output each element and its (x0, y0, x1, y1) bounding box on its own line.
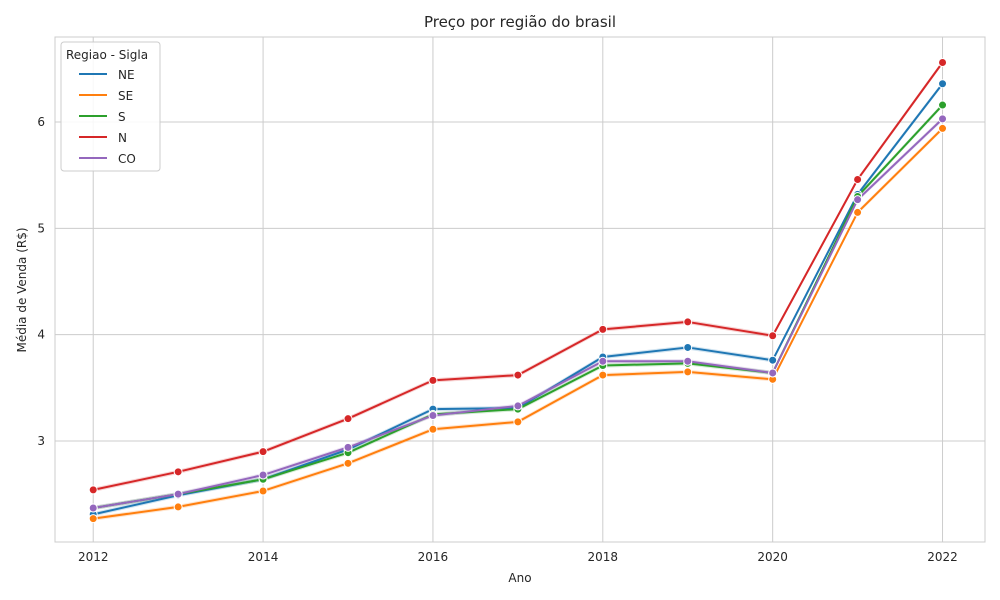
marker-co (428, 410, 438, 420)
marker-se (853, 207, 863, 217)
y-axis-label: Média de Venda (R$) (15, 227, 29, 352)
x-tick-label: 2016 (418, 550, 449, 564)
marker-n (598, 324, 608, 334)
marker-n (853, 174, 863, 184)
marker-co (88, 503, 98, 513)
marker-s (938, 100, 948, 110)
y-tick-label: 4 (37, 328, 45, 342)
plot-background (54, 36, 986, 543)
legend-title: Regiao - Sigla (66, 48, 148, 62)
chart-title: Preço por região do brasil (424, 13, 616, 31)
x-tick-label: 2022 (927, 550, 958, 564)
marker-co (853, 195, 863, 205)
x-tick-label: 2020 (757, 550, 788, 564)
x-tick-label: 2014 (248, 550, 279, 564)
marker-se (683, 367, 693, 377)
legend: Regiao - Sigla NE SE SN CO (60, 41, 161, 172)
marker-n (173, 467, 183, 477)
legend-label-co: CO (118, 152, 136, 166)
marker-co (938, 114, 948, 124)
marker-n (683, 317, 693, 327)
y-tick-label: 5 (37, 221, 45, 235)
y-tick-label: 3 (37, 434, 45, 448)
marker-se (513, 417, 523, 427)
x-tick-label: 2018 (588, 550, 619, 564)
marker-n (428, 375, 438, 385)
marker-se (258, 486, 268, 496)
marker-co (258, 470, 268, 480)
marker-ne (768, 355, 778, 365)
legend-label-n: N (118, 131, 127, 145)
marker-se (938, 123, 948, 133)
legend-items: NE SE SN CO (79, 68, 136, 166)
marker-se (598, 370, 608, 380)
series-markers (88, 58, 948, 524)
marker-co (343, 442, 353, 452)
x-axis-ticks: 2012 2014 2016 2018 2020 2022 (78, 550, 958, 564)
marker-co (768, 368, 778, 378)
marker-se (88, 514, 98, 524)
marker-se (343, 458, 353, 468)
marker-n (513, 370, 523, 380)
y-tick-label: 6 (37, 115, 45, 129)
marker-co (173, 489, 183, 499)
marker-n (258, 447, 268, 457)
marker-co (683, 356, 693, 366)
legend-label-se: SE (118, 89, 133, 103)
marker-se (428, 424, 438, 434)
marker-ne (938, 79, 948, 89)
marker-n (938, 58, 948, 68)
marker-n (88, 485, 98, 495)
marker-se (173, 502, 183, 512)
y-axis-ticks: 3 4 5 6 (37, 115, 45, 448)
marker-n (343, 414, 353, 424)
marker-n (768, 331, 778, 341)
marker-co (598, 356, 608, 366)
legend-label-ne: NE (118, 68, 135, 82)
marker-co (513, 401, 523, 411)
marker-ne (683, 342, 693, 352)
x-axis-label: Ano (508, 571, 531, 585)
x-tick-label: 2012 (78, 550, 109, 564)
legend-label-s: S (118, 110, 126, 124)
